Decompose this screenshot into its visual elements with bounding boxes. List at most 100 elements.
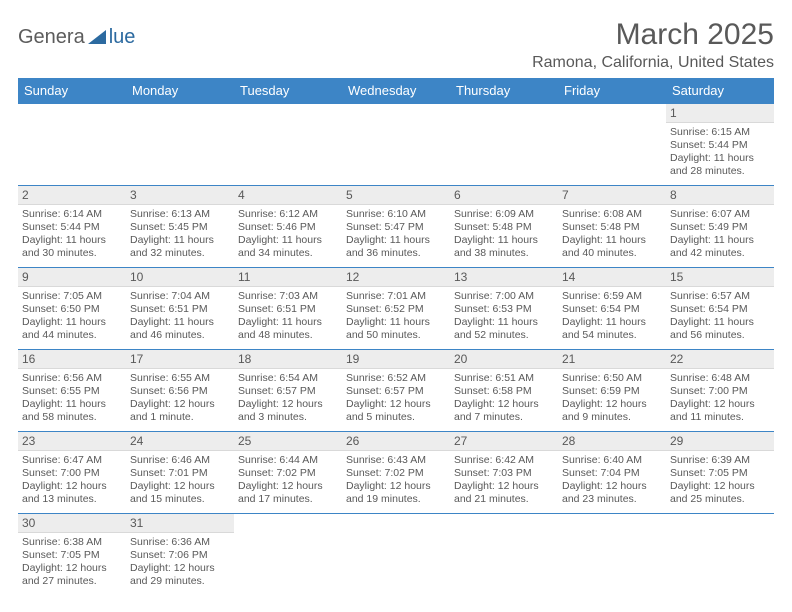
day-details: Sunrise: 6:56 AMSunset: 6:55 PMDaylight:… [18,369,126,429]
sunset-text: Sunset: 7:04 PM [562,467,662,480]
day-number: 11 [234,268,342,287]
sunrise-text: Sunrise: 6:14 AM [22,208,122,221]
daylight-text: Daylight: 11 hours and 38 minutes. [454,234,554,260]
day-details: Sunrise: 6:14 AMSunset: 5:44 PMDaylight:… [18,205,126,265]
sunset-text: Sunset: 7:05 PM [670,467,770,480]
daylight-text: Daylight: 11 hours and 40 minutes. [562,234,662,260]
sunset-text: Sunset: 6:51 PM [238,303,338,316]
calendar-cell: 30Sunrise: 6:38 AMSunset: 7:05 PMDayligh… [18,514,126,596]
day-details: Sunrise: 6:57 AMSunset: 6:54 PMDaylight:… [666,287,774,347]
calendar-cell [666,514,774,596]
calendar-cell: 5Sunrise: 6:10 AMSunset: 5:47 PMDaylight… [342,186,450,268]
day-number: 9 [18,268,126,287]
sunset-text: Sunset: 5:49 PM [670,221,770,234]
sunrise-text: Sunrise: 7:05 AM [22,290,122,303]
day-details: Sunrise: 6:55 AMSunset: 6:56 PMDaylight:… [126,369,234,429]
sunrise-text: Sunrise: 6:08 AM [562,208,662,221]
weekday-header-row: Sunday Monday Tuesday Wednesday Thursday… [18,78,774,104]
sunset-text: Sunset: 6:57 PM [346,385,446,398]
calendar-cell: 27Sunrise: 6:42 AMSunset: 7:03 PMDayligh… [450,432,558,514]
sunrise-text: Sunrise: 6:46 AM [130,454,230,467]
sunset-text: Sunset: 5:47 PM [346,221,446,234]
calendar-cell: 25Sunrise: 6:44 AMSunset: 7:02 PMDayligh… [234,432,342,514]
day-number: 27 [450,432,558,451]
day-number: 2 [18,186,126,205]
day-details: Sunrise: 6:54 AMSunset: 6:57 PMDaylight:… [234,369,342,429]
sunset-text: Sunset: 7:03 PM [454,467,554,480]
calendar-row: 30Sunrise: 6:38 AMSunset: 7:05 PMDayligh… [18,514,774,596]
sunrise-text: Sunrise: 7:01 AM [346,290,446,303]
daylight-text: Daylight: 12 hours and 17 minutes. [238,480,338,506]
calendar-cell: 18Sunrise: 6:54 AMSunset: 6:57 PMDayligh… [234,350,342,432]
day-number: 20 [450,350,558,369]
daylight-text: Daylight: 12 hours and 15 minutes. [130,480,230,506]
day-number: 18 [234,350,342,369]
calendar-cell [234,104,342,186]
day-number: 15 [666,268,774,287]
calendar-cell: 16Sunrise: 6:56 AMSunset: 6:55 PMDayligh… [18,350,126,432]
day-number: 16 [18,350,126,369]
sunset-text: Sunset: 6:51 PM [130,303,230,316]
sunrise-text: Sunrise: 6:12 AM [238,208,338,221]
day-number: 26 [342,432,450,451]
sunrise-text: Sunrise: 6:39 AM [670,454,770,467]
calendar-cell: 20Sunrise: 6:51 AMSunset: 6:58 PMDayligh… [450,350,558,432]
day-number: 31 [126,514,234,533]
sunset-text: Sunset: 5:44 PM [670,139,770,152]
daylight-text: Daylight: 11 hours and 28 minutes. [670,152,770,178]
day-details: Sunrise: 6:13 AMSunset: 5:45 PMDaylight:… [126,205,234,265]
daylight-text: Daylight: 12 hours and 13 minutes. [22,480,122,506]
weekday-header: Wednesday [342,78,450,104]
sunrise-text: Sunrise: 6:55 AM [130,372,230,385]
sunset-text: Sunset: 7:02 PM [346,467,446,480]
calendar-table: Sunday Monday Tuesday Wednesday Thursday… [18,78,774,596]
sunset-text: Sunset: 6:58 PM [454,385,554,398]
sunrise-text: Sunrise: 6:13 AM [130,208,230,221]
sunrise-text: Sunrise: 6:50 AM [562,372,662,385]
calendar-cell [450,104,558,186]
day-details: Sunrise: 7:01 AMSunset: 6:52 PMDaylight:… [342,287,450,347]
day-details: Sunrise: 6:50 AMSunset: 6:59 PMDaylight:… [558,369,666,429]
daylight-text: Daylight: 12 hours and 7 minutes. [454,398,554,424]
sunset-text: Sunset: 7:06 PM [130,549,230,562]
calendar-cell: 3Sunrise: 6:13 AMSunset: 5:45 PMDaylight… [126,186,234,268]
daylight-text: Daylight: 11 hours and 30 minutes. [22,234,122,260]
sunrise-text: Sunrise: 6:57 AM [670,290,770,303]
sunrise-text: Sunrise: 7:00 AM [454,290,554,303]
daylight-text: Daylight: 12 hours and 29 minutes. [130,562,230,588]
sunrise-text: Sunrise: 6:15 AM [670,126,770,139]
daylight-text: Daylight: 11 hours and 34 minutes. [238,234,338,260]
calendar-cell: 21Sunrise: 6:50 AMSunset: 6:59 PMDayligh… [558,350,666,432]
calendar-cell: 14Sunrise: 6:59 AMSunset: 6:54 PMDayligh… [558,268,666,350]
day-number: 25 [234,432,342,451]
sunset-text: Sunset: 6:57 PM [238,385,338,398]
sunrise-text: Sunrise: 6:52 AM [346,372,446,385]
day-details: Sunrise: 6:12 AMSunset: 5:46 PMDaylight:… [234,205,342,265]
day-details: Sunrise: 7:04 AMSunset: 6:51 PMDaylight:… [126,287,234,347]
calendar-cell: 8Sunrise: 6:07 AMSunset: 5:49 PMDaylight… [666,186,774,268]
day-number: 30 [18,514,126,533]
day-details: Sunrise: 6:07 AMSunset: 5:49 PMDaylight:… [666,205,774,265]
day-details: Sunrise: 6:36 AMSunset: 7:06 PMDaylight:… [126,533,234,593]
day-number: 1 [666,104,774,123]
daylight-text: Daylight: 11 hours and 58 minutes. [22,398,122,424]
day-number: 7 [558,186,666,205]
daylight-text: Daylight: 11 hours and 44 minutes. [22,316,122,342]
daylight-text: Daylight: 11 hours and 50 minutes. [346,316,446,342]
day-details: Sunrise: 6:39 AMSunset: 7:05 PMDaylight:… [666,451,774,511]
sail-icon [88,30,106,44]
day-details: Sunrise: 6:44 AMSunset: 7:02 PMDaylight:… [234,451,342,511]
sunrise-text: Sunrise: 6:10 AM [346,208,446,221]
weekday-header: Thursday [450,78,558,104]
day-details: Sunrise: 6:59 AMSunset: 6:54 PMDaylight:… [558,287,666,347]
daylight-text: Daylight: 12 hours and 21 minutes. [454,480,554,506]
sunrise-text: Sunrise: 6:43 AM [346,454,446,467]
sunrise-text: Sunrise: 6:40 AM [562,454,662,467]
calendar-cell: 19Sunrise: 6:52 AMSunset: 6:57 PMDayligh… [342,350,450,432]
day-number: 6 [450,186,558,205]
calendar-cell: 31Sunrise: 6:36 AMSunset: 7:06 PMDayligh… [126,514,234,596]
calendar-cell [558,104,666,186]
sunset-text: Sunset: 6:59 PM [562,385,662,398]
sunrise-text: Sunrise: 6:54 AM [238,372,338,385]
sunset-text: Sunset: 5:45 PM [130,221,230,234]
